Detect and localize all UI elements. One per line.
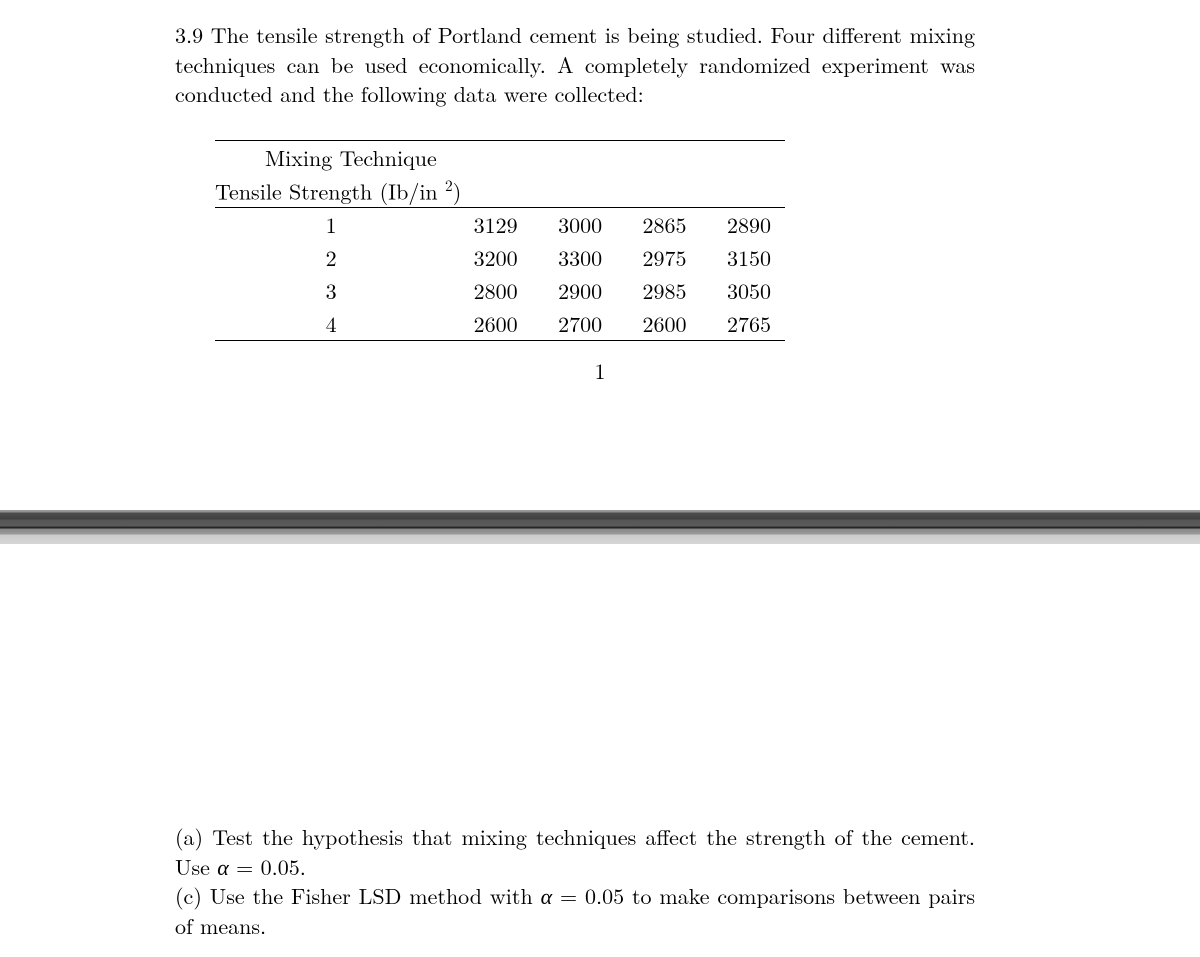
cell-tech: 2 [215,241,447,274]
question-c-label: (c) [175,880,210,911]
table-header-1: Mixing Technique [215,141,785,175]
data-table-wrap: Mixing Technique Tensile Strength (Ib/in… [215,140,785,341]
table-row: 2 3200 3300 2975 3150 [215,241,785,274]
cell-val: 3200 [447,241,531,274]
table-row: 3 2800 2900 2985 3050 [215,274,785,307]
table-row: 4 2600 2700 2600 2765 [215,307,785,341]
problem-body: The tensile strength of Portland cement … [175,19,975,109]
data-table: Mixing Technique Tensile Strength (Ib/in… [215,140,785,341]
cell-val: 3150 [701,241,785,274]
page-number: 1 [0,355,1200,386]
horizontal-divider-bar [0,510,1200,544]
cell-val: 2765 [701,307,785,341]
question-block: (a) Test the hypothesis that mixing tech… [175,822,975,941]
question-a-label: (a) [175,821,212,852]
cell-tech: 1 [215,208,447,242]
table-header-2b: ) [453,175,462,206]
problem-statement: 3.9 The tensile strength of Portland cem… [175,20,975,109]
equals-text: = [552,880,585,911]
cell-tech: 4 [215,307,447,341]
question-c-text-1: Use the Fisher LSD method with [210,880,541,911]
cell-val: 3050 [701,274,785,307]
cell-tech: 3 [215,274,447,307]
question-a: (a) Test the hypothesis that mixing tech… [175,822,975,881]
question-c: (c) Use the Fisher LSD method with α = 0… [175,881,975,940]
table-header-2-sup: 2 [445,175,453,196]
page: 3.9 The tensile strength of Portland cem… [0,0,1200,957]
cell-val: 2865 [616,208,700,242]
cell-val: 3300 [532,241,616,274]
alpha-symbol: α [217,851,229,882]
equals-text: = [229,851,261,882]
cell-val: 2975 [616,241,700,274]
cell-val: 3129 [447,208,531,242]
table-header-row-2: Tensile Strength (Ib/in 2) [215,174,785,208]
cell-val: 2985 [616,274,700,307]
question-a-alpha-value: 0.05. [261,851,306,882]
cell-val: 2800 [447,274,531,307]
cell-val: 2600 [616,307,700,341]
question-c-alpha-value: 0.05 [585,880,624,911]
table-header-2: Tensile Strength (Ib/in 2) [215,174,785,208]
table-header-row-1: Mixing Technique [215,141,785,175]
problem-number: 3.9 [175,19,203,50]
cell-val: 2900 [532,274,616,307]
table-header-2a: Tensile Strength (Ib/in [215,175,445,206]
cell-val: 2600 [447,307,531,341]
table-row: 1 3129 3000 2865 2890 [215,208,785,242]
alpha-symbol: α [541,880,553,911]
cell-val: 2890 [701,208,785,242]
cell-val: 3000 [532,208,616,242]
cell-val: 2700 [532,307,616,341]
